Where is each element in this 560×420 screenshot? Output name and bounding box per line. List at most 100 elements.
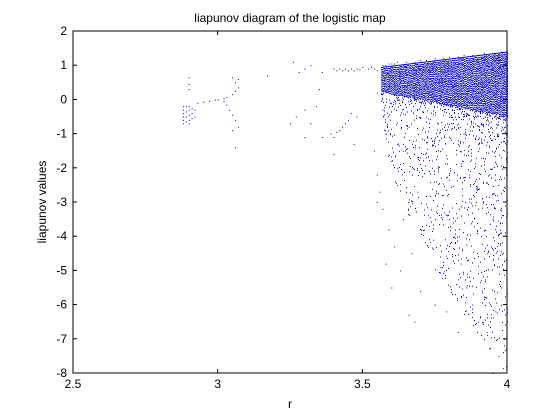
data-point <box>439 140 440 142</box>
data-point <box>440 66 441 68</box>
data-point <box>386 75 387 77</box>
data-point <box>389 106 390 108</box>
data-point <box>209 100 210 102</box>
data-point <box>453 80 454 81</box>
data-point <box>426 79 427 81</box>
data-point <box>464 154 465 156</box>
data-point <box>497 58 498 59</box>
data-point <box>505 126 506 128</box>
data-point <box>483 95 484 97</box>
data-point <box>437 77 438 79</box>
data-point <box>463 90 464 92</box>
data-point <box>435 90 436 92</box>
data-point <box>414 84 415 86</box>
data-point <box>484 63 485 65</box>
data-point <box>453 99 454 101</box>
data-point <box>390 82 391 84</box>
data-point <box>419 73 420 75</box>
data-point <box>416 71 417 73</box>
data-point <box>502 101 503 103</box>
data-point <box>442 267 443 269</box>
data-point <box>310 123 312 125</box>
data-point <box>462 78 463 80</box>
data-point <box>414 96 415 98</box>
data-point <box>417 127 418 129</box>
data-point <box>476 188 477 190</box>
data-point <box>482 97 483 99</box>
data-point <box>505 78 506 80</box>
data-point <box>497 312 498 314</box>
data-point <box>386 67 387 69</box>
data-point <box>401 81 402 83</box>
data-point <box>439 71 440 73</box>
data-point <box>505 90 506 92</box>
data-point <box>454 98 455 100</box>
data-point <box>388 84 389 86</box>
data-point <box>376 92 378 94</box>
data-point <box>421 75 422 77</box>
data-point <box>347 70 349 72</box>
data-point <box>477 77 478 79</box>
data-point <box>505 314 506 316</box>
data-point <box>486 80 487 82</box>
data-point <box>390 92 391 94</box>
data-point <box>455 101 456 103</box>
data-point <box>482 91 483 93</box>
data-point <box>408 76 409 78</box>
data-point <box>450 68 451 70</box>
data-point <box>480 112 481 114</box>
data-point <box>484 62 485 63</box>
data-point <box>450 97 451 98</box>
data-point <box>506 366 507 368</box>
data-point <box>494 74 495 76</box>
data-point <box>413 73 414 75</box>
data-point <box>489 112 490 114</box>
data-point <box>507 161 508 163</box>
data-point <box>399 74 400 76</box>
data-point <box>488 71 489 73</box>
data-point <box>393 76 394 78</box>
data-point <box>457 74 458 76</box>
data-point <box>485 89 486 91</box>
data-point <box>419 66 420 68</box>
data-point <box>464 63 465 65</box>
data-point <box>465 65 466 66</box>
data-point <box>430 83 431 85</box>
data-point <box>462 90 463 92</box>
data-point <box>393 74 394 76</box>
data-point <box>454 84 455 86</box>
data-point <box>419 95 420 97</box>
data-point <box>451 128 452 130</box>
data-point <box>391 128 392 130</box>
data-point <box>444 66 445 68</box>
data-point <box>392 79 393 81</box>
data-point <box>483 181 484 183</box>
data-point <box>475 163 476 165</box>
data-point <box>493 216 494 218</box>
data-point <box>386 138 387 140</box>
data-point <box>412 194 413 196</box>
data-point <box>428 94 429 96</box>
data-point <box>498 118 499 120</box>
data-point <box>486 73 487 75</box>
data-point <box>451 94 452 96</box>
data-point <box>489 256 490 258</box>
data-point <box>399 70 400 72</box>
data-point <box>507 94 508 96</box>
data-point <box>504 112 505 114</box>
data-point <box>460 70 461 72</box>
data-point <box>461 65 462 67</box>
data-point <box>406 90 407 92</box>
data-point <box>405 77 406 78</box>
data-point <box>436 97 437 99</box>
data-point <box>423 68 424 70</box>
data-point <box>492 59 493 61</box>
data-point <box>397 87 398 89</box>
data-point <box>437 64 438 66</box>
data-point <box>429 239 430 241</box>
data-point <box>505 61 506 63</box>
data-point <box>457 83 458 84</box>
data-point <box>438 71 439 73</box>
data-point <box>394 87 395 89</box>
data-point <box>505 94 506 95</box>
